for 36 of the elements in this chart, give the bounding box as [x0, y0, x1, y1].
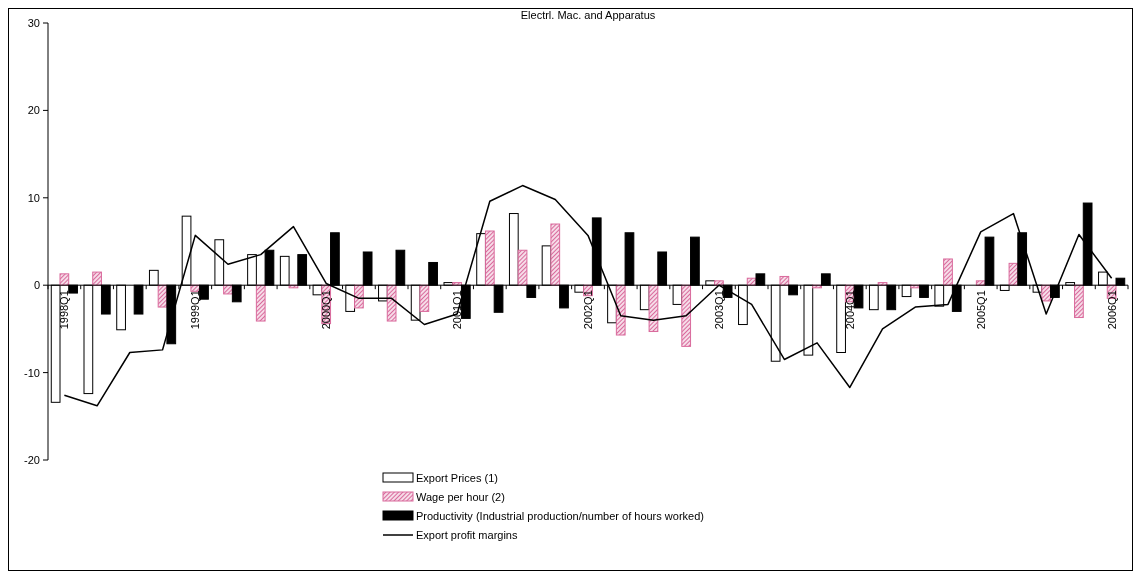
- bar: [1008, 262, 1019, 286]
- y-tick-label: -20: [24, 454, 40, 466]
- bar: [517, 249, 528, 286]
- legend-label: Productivity (Industrial production/number of hours worked): [416, 510, 704, 522]
- bar: [779, 275, 790, 286]
- x-tick-label: 2000Q1: [320, 290, 333, 330]
- chart-title: Electrl. Mac. and Apparatus: [520, 9, 656, 21]
- x-tick-label: 1998Q1: [58, 290, 71, 330]
- x-tick-label: 2005Q1: [974, 290, 987, 330]
- legend-label: Export Prices (1): [416, 472, 498, 484]
- bar: [92, 271, 102, 286]
- bar: [648, 284, 659, 333]
- bar: [59, 273, 70, 286]
- bar: [1074, 284, 1084, 319]
- legend-label: Export profit margins: [416, 529, 518, 541]
- bar: [714, 280, 724, 286]
- bar: [615, 284, 626, 336]
- bar: [943, 258, 953, 286]
- bar: [386, 284, 397, 322]
- y-tick-label: 0: [33, 279, 40, 292]
- x-tick-label: 2002Q1: [582, 290, 594, 330]
- x-tick-label: 1999Q1: [189, 290, 202, 330]
- x-tick-label: 2003Q1: [712, 290, 725, 330]
- bar: [550, 223, 561, 286]
- y-tick-label: 10: [27, 191, 40, 204]
- x-tick-label: 2004Q1: [843, 290, 856, 330]
- bar: [681, 284, 692, 347]
- bar: [419, 284, 430, 312]
- y-tick-label: -10: [24, 366, 40, 379]
- y-tick-label: 20: [27, 104, 40, 117]
- y-tick-label: 30: [27, 17, 40, 29]
- x-tick-label: 2006Q1: [1105, 290, 1118, 330]
- legend-label: Wage per hour (2): [416, 491, 505, 503]
- bar: [255, 284, 266, 322]
- bar: [484, 230, 495, 286]
- bar: [354, 284, 364, 309]
